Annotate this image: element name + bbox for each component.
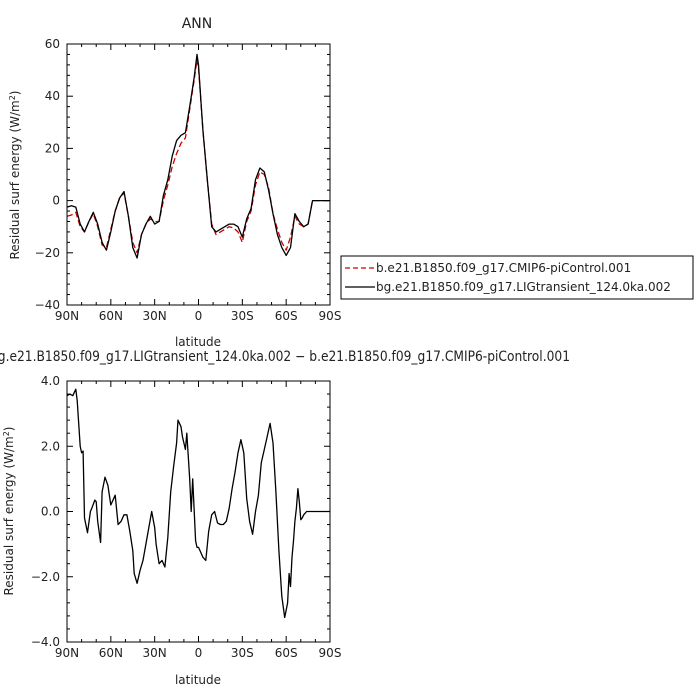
bottom-y-tick-label: −4.0 <box>31 635 60 649</box>
top-x-tick-label: 30S <box>231 309 254 323</box>
top-x-tick-label: 90N <box>55 309 79 323</box>
top-y-tick-label: 60 <box>45 37 60 51</box>
top-y-tick-label: −40 <box>35 298 60 312</box>
bottom-chart-ticks: 90N 60N 30N 0 30S 60S 90S −4.0 −2.0 0.0 2.0 4.0 <box>31 374 342 660</box>
bottom-chart-ylabel-end: ) <box>2 426 16 431</box>
bottom-x-tick-label: 60S <box>275 646 298 660</box>
top-x-tick-label: 60N <box>99 309 123 323</box>
bottom-x-tick-label: 0 <box>195 646 203 660</box>
top-series-line-1 <box>67 53 330 259</box>
bottom-chart-ylabel: Residual surf energy (W/m2) <box>2 426 17 595</box>
bottom-x-tick-label: 90N <box>55 646 79 660</box>
top-chart-title: ANN <box>182 16 213 32</box>
top-chart-frame <box>66 43 331 306</box>
bottom-y-tick-label: 2.0 <box>41 439 60 453</box>
top-chart-ylabel-main: Residual surf energy (W/m <box>8 100 22 259</box>
bottom-x-tick-label: 30S <box>231 646 254 660</box>
top-chart-ylabel-end: ) <box>8 90 22 95</box>
top-y-tick-label: 20 <box>45 141 60 155</box>
bottom-y-tick-label: 4.0 <box>41 374 60 388</box>
top-chart-ticks: 90N 60N 30N 0 30S 60S 90S −40 −20 0 20 40 60 <box>35 37 342 323</box>
bottom-series-line-0 <box>67 388 330 619</box>
top-y-tick-label: 0 <box>52 194 60 208</box>
legend-label-0: b.e21.B1850.f09_g17.CMIP6-piControl.001 <box>376 261 631 275</box>
top-chart-ylabel-sup: 2 <box>8 95 17 100</box>
bottom-chart-ylabel-main: Residual surf energy (W/m <box>2 436 16 595</box>
bottom-chart-ylabel-sup: 2 <box>2 431 11 436</box>
bottom-chart-frame <box>66 380 331 643</box>
bottom-chart: bg.e21.B1850.f09_g17.LIGtransient_124.0k… <box>0 349 570 687</box>
top-x-tick-label: 60S <box>275 309 298 323</box>
top-series-line-0 <box>67 59 330 254</box>
bottom-y-tick-label: −2.0 <box>31 570 60 584</box>
bottom-x-tick-label: 60N <box>99 646 123 660</box>
top-y-tick-label: 40 <box>45 89 60 103</box>
bottom-x-tick-label: 30N <box>143 646 167 660</box>
top-x-tick-label: 0 <box>195 309 203 323</box>
top-chart-ylabel: Residual surf energy (W/m2) <box>8 90 23 259</box>
top-chart-xlabel: latitude <box>175 335 221 349</box>
top-chart-legend: b.e21.B1850.f09_g17.CMIP6-piControl.001 … <box>340 255 694 300</box>
bottom-x-tick-label: 90S <box>319 646 342 660</box>
legend-label-1: bg.e21.B1850.f09_g17.LIGtransient_124.0k… <box>376 280 671 294</box>
bottom-y-tick-label: 0.0 <box>41 505 60 519</box>
top-y-tick-label: −20 <box>35 246 60 260</box>
top-chart: ANN 90N 60N 30N 0 30S 60S 90S −40 −20 0 20 40 60 lat… <box>8 16 694 349</box>
top-x-tick-label: 30N <box>143 309 167 323</box>
top-x-tick-label: 90S <box>319 309 342 323</box>
bottom-chart-title: bg.e21.B1850.f09_g17.LIGtransient_124.0k… <box>0 349 570 365</box>
bottom-chart-xlabel: latitude <box>175 673 221 687</box>
legend-box <box>340 255 694 300</box>
